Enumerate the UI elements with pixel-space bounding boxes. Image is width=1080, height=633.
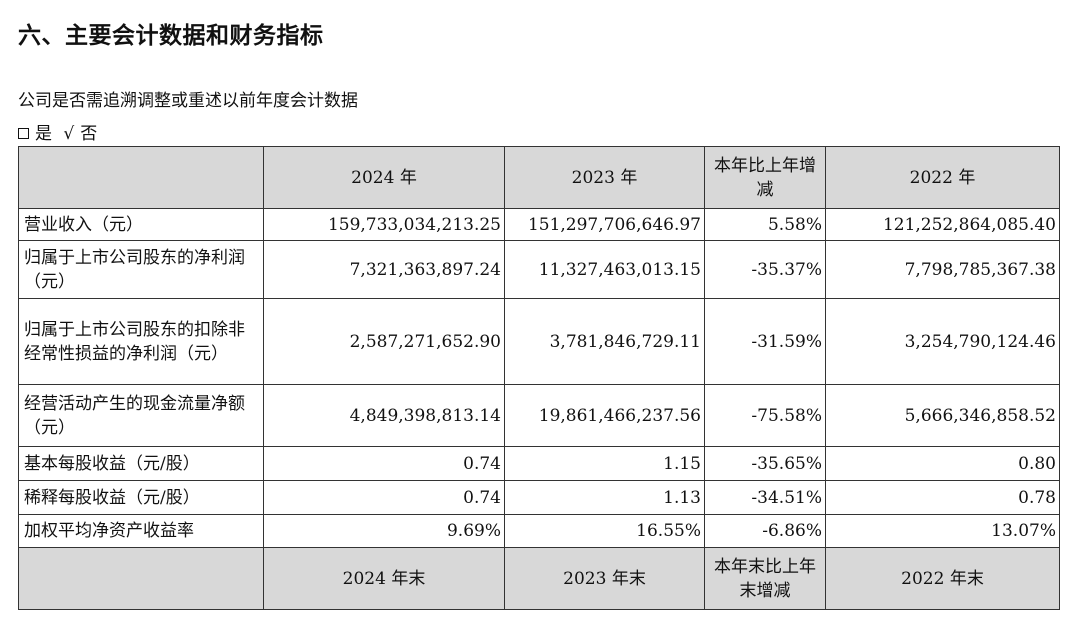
cell-value: -75.58% (704, 384, 826, 447)
cell-value: 3,781,846,729.11 (504, 298, 705, 385)
cell-value: 2,587,271,652.90 (263, 298, 505, 385)
cell-value: -34.51% (704, 480, 826, 515)
header-cell: 2023 年末 (504, 547, 705, 610)
cell-value: 16.55% (504, 514, 705, 548)
table-row: 归属于上市公司股东的扣除非经常性损益的净利润（元） 2,587,271,652.… (18, 298, 1060, 385)
cell-value: 19,861,466,237.56 (504, 384, 705, 447)
row-label: 稀释每股收益（元/股） (18, 480, 264, 515)
cell-value: -31.59% (704, 298, 826, 385)
cell-value: 13.07% (825, 514, 1060, 548)
cell-value: 11,327,463,013.15 (504, 240, 705, 299)
row-label: 归属于上市公司股东的净利润（元） (18, 240, 264, 299)
cell-value: -35.65% (704, 446, 826, 481)
cell-value: 1.13 (504, 480, 705, 515)
table-row: 营业收入（元） 159,733,034,213.25 151,297,706,6… (18, 208, 1060, 241)
cell-value: 151,297,706,646.97 (504, 208, 705, 241)
header-blank-cell (18, 146, 264, 209)
financial-indicators-table: 2024 年 2023 年 本年比上年增减 2022 年 营业收入（元） 159… (18, 146, 1060, 610)
restatement-choice: 是 √ 否 (18, 119, 103, 144)
cell-value: 3,254,790,124.46 (825, 298, 1060, 385)
header-cell: 2023 年 (504, 146, 705, 209)
cell-value: 4,849,398,813.14 (263, 384, 505, 447)
checkbox-icon (18, 128, 29, 139)
cell-value: 5.58% (704, 208, 826, 241)
cell-value: 159,733,034,213.25 (263, 208, 505, 241)
cell-value: 7,321,363,897.24 (263, 240, 505, 299)
header-cell: 2022 年 (825, 146, 1060, 209)
row-label: 加权平均净资产收益率 (18, 514, 264, 548)
cell-value: -6.86% (704, 514, 826, 548)
choice-yes: 是 (35, 124, 52, 144)
header-cell: 本年比上年增减 (704, 146, 826, 209)
cell-value: 121,252,864,085.40 (825, 208, 1060, 241)
cell-value: 5,666,346,858.52 (825, 384, 1060, 447)
table-header-row: 2024 年 2023 年 本年比上年增减 2022 年 (18, 146, 1060, 209)
row-label: 基本每股收益（元/股） (18, 446, 264, 481)
cell-value: 0.74 (263, 446, 505, 481)
check-mark: √ (63, 124, 75, 144)
row-label: 归属于上市公司股东的扣除非经常性损益的净利润（元） (18, 298, 264, 385)
table-row: 基本每股收益（元/股） 0.74 1.15 -35.65% 0.80 (18, 446, 1060, 481)
row-label: 经营活动产生的现金流量净额（元） (18, 384, 264, 447)
restatement-question: 公司是否需追溯调整或重述以前年度会计数据 (18, 91, 358, 111)
header-cell: 2024 年末 (263, 547, 505, 610)
cell-value: 7,798,785,367.38 (825, 240, 1060, 299)
cell-value: 0.78 (825, 480, 1060, 515)
cell-value: -35.37% (704, 240, 826, 299)
cell-value: 9.69% (263, 514, 505, 548)
table-header-row-2: 2024 年末 2023 年末 本年末比上年末增减 2022 年末 (18, 547, 1060, 610)
cell-value: 0.80 (825, 446, 1060, 481)
header-blank-cell (18, 547, 264, 610)
cell-value: 0.74 (263, 480, 505, 515)
header-cell: 本年末比上年末增减 (704, 547, 826, 610)
table-row: 稀释每股收益（元/股） 0.74 1.13 -34.51% 0.78 (18, 480, 1060, 515)
table-row: 归属于上市公司股东的净利润（元） 7,321,363,897.24 11,327… (18, 240, 1060, 299)
choice-no: 否 (80, 124, 98, 144)
header-cell: 2022 年末 (825, 547, 1060, 610)
section-heading: 六、主要会计数据和财务指标 (18, 23, 324, 49)
table-row: 加权平均净资产收益率 9.69% 16.55% -6.86% 13.07% (18, 514, 1060, 548)
table-row: 经营活动产生的现金流量净额（元） 4,849,398,813.14 19,861… (18, 384, 1060, 447)
header-cell: 2024 年 (263, 146, 505, 209)
row-label: 营业收入（元） (18, 208, 264, 241)
cell-value: 1.15 (504, 446, 705, 481)
